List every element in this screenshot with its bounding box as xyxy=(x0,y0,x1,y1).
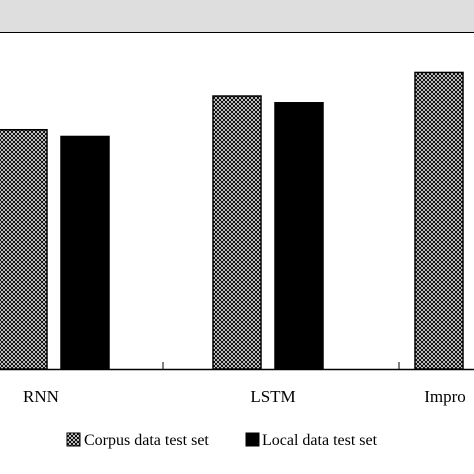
bar-corpus-impro xyxy=(414,71,464,370)
category-label-lstm: LSTM xyxy=(250,387,295,406)
bar-corpus-lstm xyxy=(212,95,262,370)
bar-series-group xyxy=(0,71,464,370)
bar-corpus-rnn xyxy=(0,128,48,370)
category-label-rnn: RNN xyxy=(23,387,59,406)
legend-swatch-local xyxy=(245,432,260,447)
bar-local-lstm xyxy=(274,102,324,370)
legend-swatch-corpus xyxy=(66,432,81,447)
legend-label-corpus: Corpus data test set xyxy=(84,432,209,449)
bar-local-rnn xyxy=(60,135,110,370)
category-label-impro: Impro xyxy=(424,387,466,406)
legend: Corpus data test set Local data test set xyxy=(66,432,378,449)
legend-label-local: Local data test set xyxy=(262,432,378,449)
category-labels: RNN LSTM Impro xyxy=(23,387,466,406)
